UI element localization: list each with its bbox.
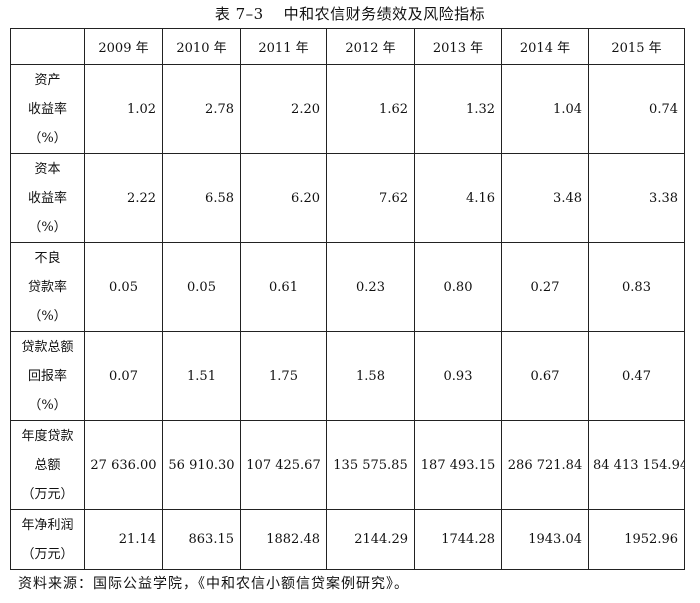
- year-header: 2015 年: [588, 28, 685, 65]
- row-label: 资本 收益率 （%）: [10, 153, 85, 243]
- row-label-line: （%）: [28, 130, 67, 146]
- value-cell: 4.16: [414, 153, 502, 243]
- row-label-line: 资产: [34, 72, 61, 88]
- value-cell: 0.93: [414, 331, 502, 421]
- table-row-loan-return: 贷款总额 回报率 （%） 0.07 1.51 1.75 1.58 0.93 0.…: [10, 331, 685, 421]
- value-cell: 1882.48: [240, 509, 327, 570]
- table-number: 表 7–3: [214, 5, 264, 23]
- value-cell: 27 636.00: [84, 420, 163, 510]
- row-label: 贷款总额 回报率 （%）: [10, 331, 85, 421]
- row-label: 资产 收益率 （%）: [10, 64, 85, 154]
- header-row: 2009 年 2010 年 2011 年 2012 年 2013 年 2014 …: [10, 28, 685, 65]
- value-cell: 1.02: [84, 64, 163, 154]
- value-cell: 135 575.85: [326, 420, 415, 510]
- row-label-line: （%）: [28, 219, 67, 235]
- value-cell: 21.14: [84, 509, 163, 570]
- row-label-line: 总额: [34, 457, 61, 473]
- year-header: 2011 年: [240, 28, 327, 65]
- value-cell: 0.27: [501, 242, 589, 332]
- value-cell: 7.62: [326, 153, 415, 243]
- row-label-line: （万元）: [21, 546, 74, 562]
- value-cell: 1.75: [240, 331, 327, 421]
- value-cell: 1952.96: [588, 509, 685, 570]
- row-label: 年净利润 （万元）: [10, 509, 85, 570]
- row-label-line: 贷款率: [27, 279, 67, 295]
- table-row-net-profit: 年净利润 （万元） 21.14 863.15 1882.48 2144.29 1…: [10, 509, 685, 570]
- row-label-line: 收益率: [27, 101, 67, 117]
- value-cell: 0.83: [588, 242, 685, 332]
- corner-cell: [10, 28, 85, 65]
- value-cell: 0.07: [84, 331, 163, 421]
- value-cell: 2.22: [84, 153, 163, 243]
- table-row-return-on-equity: 资本 收益率 （%） 2.22 6.58 6.20 7.62 4.16 3.48…: [10, 153, 685, 243]
- value-cell: 1.04: [501, 64, 589, 154]
- value-cell: 0.67: [501, 331, 589, 421]
- table-row-return-on-assets: 资产 收益率 （%） 1.02 2.78 2.20 1.62 1.32 1.04…: [10, 64, 685, 154]
- value-cell: 1.58: [326, 331, 415, 421]
- row-label-line: （%）: [28, 308, 67, 324]
- row-label: 年度贷款 总额 （万元）: [10, 420, 85, 510]
- value-cell: 2.20: [240, 64, 327, 154]
- source-note: 资料来源：国际公益学院，《中和农信小额信贷案例研究》。: [18, 576, 409, 592]
- table-caption: 表 7–3 中和农信财务绩效及风险指标: [0, 2, 700, 26]
- row-label-line: （%）: [28, 397, 67, 413]
- value-cell: 2144.29: [326, 509, 415, 570]
- value-cell: 0.61: [240, 242, 327, 332]
- value-cell: 0.05: [162, 242, 241, 332]
- value-cell: 3.48: [501, 153, 589, 243]
- value-cell: 1.51: [162, 331, 241, 421]
- table-row-annual-loans: 年度贷款 总额 （万元） 27 636.00 56 910.30 107 425…: [10, 420, 685, 510]
- value-cell: 1.32: [414, 64, 502, 154]
- table-row-npl-ratio: 不良 贷款率 （%） 0.05 0.05 0.61 0.23 0.80 0.27…: [10, 242, 685, 332]
- row-label-line: （万元）: [21, 486, 74, 502]
- value-cell: 0.80: [414, 242, 502, 332]
- value-cell: 0.74: [588, 64, 685, 154]
- value-cell: 6.58: [162, 153, 241, 243]
- value-cell: 2.78: [162, 64, 241, 154]
- row-label-line: 年净利润: [21, 517, 74, 533]
- value-cell: 1.62: [326, 64, 415, 154]
- row-label-line: 不良: [34, 250, 61, 266]
- value-cell: 107 425.67: [240, 420, 327, 510]
- row-label-line: 回报率: [27, 368, 67, 384]
- financial-indicators-table: 2009 年 2010 年 2011 年 2012 年 2013 年 2014 …: [10, 28, 685, 570]
- row-label: 不良 贷款率 （%）: [10, 242, 85, 332]
- value-cell: 0.05: [84, 242, 163, 332]
- row-label-line: 资本: [34, 161, 61, 177]
- value-cell: 6.20: [240, 153, 327, 243]
- value-cell: 3.38: [588, 153, 685, 243]
- value-cell: 863.15: [162, 509, 241, 570]
- year-header: 2012 年: [326, 28, 415, 65]
- value-cell: 0.47: [588, 331, 685, 421]
- year-header: 2013 年: [414, 28, 502, 65]
- value-cell: 187 493.15: [414, 420, 502, 510]
- value-cell: 1943.04: [501, 509, 589, 570]
- row-label-line: 年度贷款: [21, 428, 74, 444]
- year-header: 2014 年: [501, 28, 589, 65]
- row-label-line: 贷款总额: [21, 339, 74, 355]
- value-cell: 84 413 154.94: [588, 420, 685, 510]
- value-cell: 56 910.30: [162, 420, 241, 510]
- table-title: 中和农信财务绩效及风险指标: [283, 5, 486, 23]
- value-cell: 0.23: [326, 242, 415, 332]
- row-label-line: 收益率: [27, 190, 67, 206]
- value-cell: 286 721.84: [501, 420, 589, 510]
- value-cell: 1744.28: [414, 509, 502, 570]
- year-header: 2010 年: [162, 28, 241, 65]
- year-header: 2009 年: [84, 28, 163, 65]
